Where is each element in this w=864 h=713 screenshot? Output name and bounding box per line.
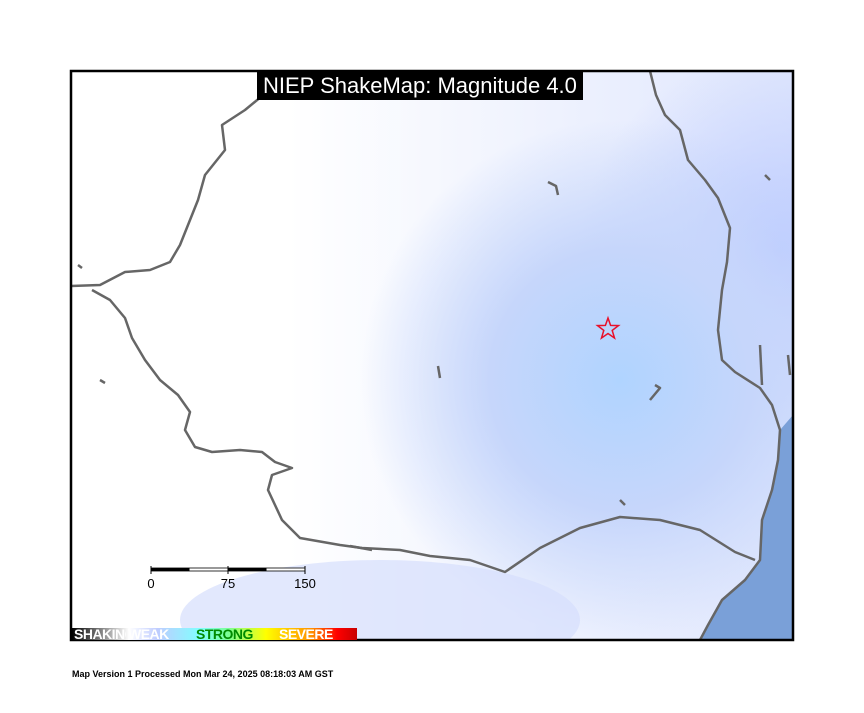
- sea: [700, 415, 793, 640]
- scale-label: 75: [220, 576, 236, 591]
- legend-label: SEVERE: [279, 628, 333, 640]
- scale-bar: [150, 566, 306, 574]
- epicenter-star-icon: [595, 315, 621, 340]
- map-version-footer: Map Version 1 Processed Mon Mar 24, 2025…: [72, 669, 334, 679]
- scale-label: 0: [147, 576, 155, 591]
- country-borders: [71, 71, 792, 640]
- legend-label: WEAK: [128, 628, 169, 640]
- shaking-intensity-field: [71, 71, 793, 640]
- scale-label: 150: [294, 576, 316, 591]
- intensity-legend: SHAKING WEAK STRONG SEVERE: [72, 628, 357, 640]
- legend-label: STRONG: [196, 628, 253, 640]
- map-title: NIEP ShakeMap: Magnitude 4.0: [257, 71, 583, 100]
- legend-label: SHAKING: [74, 628, 126, 640]
